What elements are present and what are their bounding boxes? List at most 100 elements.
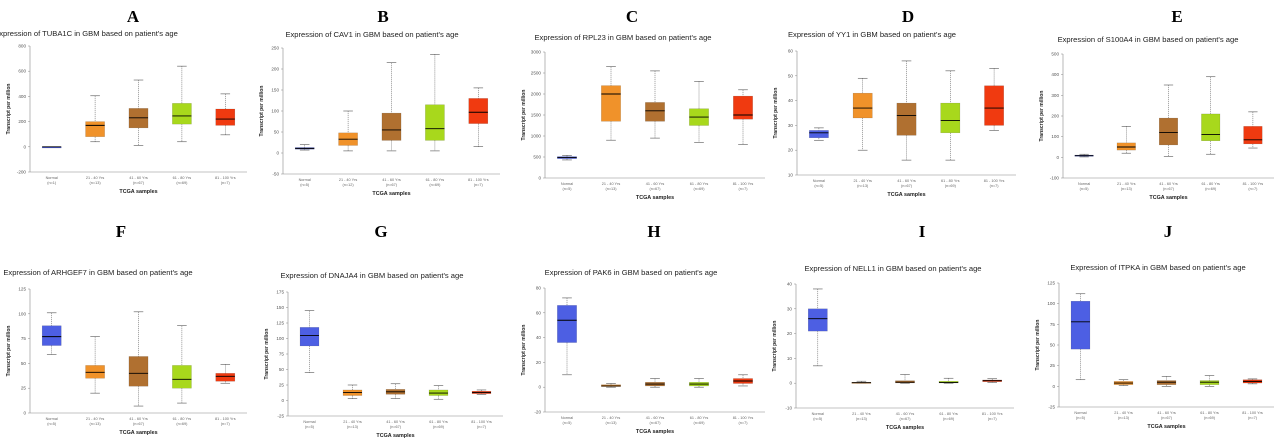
x-tick-label: 81 - 100 Yrs (733, 182, 754, 186)
x-tick-count: (n=69) (1205, 187, 1217, 191)
iqr-box (85, 121, 105, 137)
box-g81 (468, 87, 489, 147)
y-axis-label: Transcript per million (773, 88, 779, 139)
chart-title: Expression of DNAJA4 in GBM based on pat… (281, 271, 464, 280)
x-tick-label: 41 - 60 Yrs (129, 417, 148, 421)
y-axis-label: Transcript per million (1039, 91, 1045, 142)
panel-c: C Expression of RPL23 in GBM based on pat… (521, 7, 765, 201)
iqr-box (85, 365, 105, 379)
y-tick-label: 0 (1052, 384, 1055, 389)
x-tick-label: Normal (561, 182, 573, 186)
panel-letter: J (1164, 222, 1173, 241)
y-tick-label: 80 (536, 286, 542, 291)
y-tick-label: 2000 (531, 92, 542, 97)
x-tick-count: (n=13) (90, 422, 102, 426)
y-tick-label: 1000 (531, 134, 542, 139)
x-tick-count: (n=69) (176, 422, 188, 426)
box-g41 (895, 374, 915, 384)
box-g21 (1116, 126, 1136, 154)
iqr-box (215, 108, 236, 126)
x-tick-label: 21 - 40 Yrs (853, 179, 872, 183)
y-tick-label: 1500 (531, 113, 542, 118)
box-g21 (601, 383, 621, 388)
y-tick-label: 50 (21, 361, 27, 366)
box-g61 (425, 53, 445, 152)
x-tick-count: (n=5) (305, 425, 315, 429)
x-tick-label: Normal (303, 420, 315, 424)
iqr-box (896, 102, 917, 136)
x-axis-label: TCGA samples (1149, 195, 1187, 201)
box-normal (1074, 153, 1094, 158)
y-tick-label: 60 (536, 310, 542, 315)
x-tick-label: 41 - 60 Yrs (1157, 411, 1176, 415)
panel-letter: E (1171, 7, 1182, 26)
y-tick-label: 100 (276, 336, 284, 341)
x-tick-count: (n=67) (649, 421, 661, 425)
x-tick-count: (n=5) (813, 417, 823, 421)
x-tick-count: (n=69) (1204, 416, 1216, 420)
box-g61 (938, 377, 959, 384)
x-tick-label: 61 - 80 Yrs (939, 412, 958, 416)
x-tick-count: (n=5) (1080, 187, 1090, 191)
x-tick-label: 61 - 80 Yrs (429, 420, 448, 424)
y-tick-label: 20 (536, 360, 542, 365)
x-tick-count: (n=67) (649, 187, 661, 191)
x-tick-count: (n=12) (343, 183, 355, 187)
box-normal (1070, 293, 1091, 381)
x-tick-label: 61 - 80 Yrs (173, 176, 192, 180)
y-tick-label: 600 (18, 69, 26, 74)
box-g61 (689, 378, 709, 388)
iqr-box (1116, 142, 1136, 151)
x-tick-count: (n=7) (1248, 187, 1258, 191)
y-tick-label: 0 (23, 144, 26, 149)
x-tick-label: 61 - 80 Yrs (173, 417, 192, 421)
box-g41 (128, 79, 149, 146)
x-tick-count: (n=67) (133, 422, 145, 426)
x-axis-label: TCGA samples (119, 189, 157, 195)
x-tick-count: (n=7) (990, 184, 1000, 188)
y-tick-label: 60 (788, 49, 794, 54)
x-tick-count: (n=67) (899, 417, 911, 421)
box-normal (557, 155, 577, 161)
y-tick-label: 20 (788, 148, 794, 153)
x-tick-label: 21 - 40 Yrs (1117, 182, 1136, 186)
box-g41 (645, 70, 665, 139)
x-tick-count: (n=5) (1076, 416, 1086, 420)
iqr-box (809, 130, 829, 139)
y-tick-label: 400 (18, 94, 26, 99)
y-tick-label: 0 (538, 176, 541, 181)
box-g81 (215, 364, 236, 384)
x-tick-label: 41 - 60 Yrs (382, 178, 401, 182)
y-tick-label: 200 (1051, 114, 1059, 119)
y-tick-label: 300 (1051, 93, 1059, 98)
iqr-box (172, 365, 192, 389)
x-tick-label: 21 - 40 Yrs (1114, 411, 1133, 415)
x-axis-label: TCGA samples (119, 430, 157, 436)
y-tick-label: -10 (785, 406, 792, 411)
box-g41 (1159, 84, 1178, 157)
y-tick-label: 100 (1047, 301, 1055, 306)
iqr-box (128, 356, 149, 387)
x-tick-label: 61 - 80 Yrs (690, 182, 709, 186)
y-tick-label: 0 (281, 398, 284, 403)
panel-e: E Expression of S100A4 in GBM based on pa… (1039, 7, 1274, 201)
chart-title: Expression of RPL23 in GBM based on pati… (534, 33, 711, 42)
y-tick-label: 30 (787, 306, 793, 311)
x-tick-count: (n=69) (429, 183, 441, 187)
box-g21 (338, 110, 358, 152)
box-g21 (1113, 379, 1134, 386)
x-tick-count: (n=69) (945, 184, 957, 188)
y-tick-label: 0 (789, 381, 792, 386)
y-tick-label: 2500 (531, 71, 542, 76)
iqr-box (215, 373, 236, 382)
box-g21 (851, 380, 872, 384)
box-g81 (982, 378, 1002, 383)
x-tick-label: 61 - 80 Yrs (1200, 411, 1219, 415)
y-tick-label: 0 (23, 411, 26, 416)
panel-letter: F (116, 222, 126, 241)
y-tick-label: 25 (1050, 363, 1056, 368)
box-g61 (1199, 375, 1220, 387)
box-g61 (172, 325, 192, 404)
x-tick-label: Normal (1078, 182, 1090, 186)
box-g41 (1156, 376, 1177, 387)
